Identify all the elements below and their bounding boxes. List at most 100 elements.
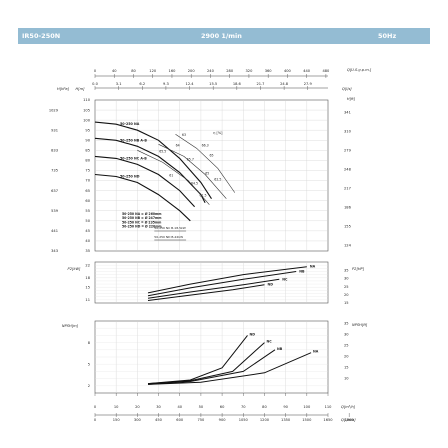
head-ft-tick: 310: [344, 129, 352, 133]
head-kpa-tick: 637: [51, 189, 58, 193]
ls-tick-label: 18.6: [233, 82, 242, 86]
head-m-tick: 55: [85, 209, 90, 213]
head-m-tick: 35: [85, 249, 90, 253]
efficiency-label: 62.5: [214, 178, 221, 182]
head-curve-label: 50-250 NC A-B: [120, 156, 147, 160]
lmin-tick-label: 900: [219, 418, 227, 422]
npsh-curve-label: ND: [250, 332, 256, 336]
bottom-tick-label: 60: [220, 405, 225, 409]
npsh-m-tick: 2: [88, 384, 90, 388]
power-kw-tick: 15: [85, 285, 90, 289]
npsh-ft-tick: 10: [344, 376, 349, 380]
efficiency-contour: [175, 133, 236, 193]
efficiency-label: 66.3: [202, 143, 209, 147]
bottom-tick-label: 80: [262, 405, 267, 409]
power-hp-tick: 15: [344, 301, 349, 305]
efficiency-contour: [137, 150, 210, 205]
head-m-tick: 95: [85, 128, 90, 132]
bottom-tick-label: 0: [94, 405, 97, 409]
head-frame: [94, 99, 329, 252]
npsh-curve-label: NA: [313, 350, 319, 354]
npsh-ft-tick: 15: [344, 365, 349, 369]
efficiency-label: 64: [176, 143, 180, 147]
power-kw-tick: 11: [85, 298, 90, 302]
npsh-curve-nc: [147, 342, 265, 385]
head-m-tick: 75: [85, 169, 90, 173]
power-curve-label: NB: [299, 269, 305, 273]
impeller-legend-item: 50-250 ND = Ø 220mm: [122, 224, 162, 229]
bottom-tick-label: 50: [199, 405, 204, 409]
power-hp-label: P2[HP]: [352, 267, 365, 271]
lmin-axis-label: Q[l/min]: [341, 418, 356, 422]
bottom-tick-label: 40: [177, 405, 182, 409]
head-ft-tick: 248: [344, 167, 352, 171]
bottom-tick-label: 20: [135, 405, 140, 409]
top-tick-label: 360: [265, 69, 273, 73]
ls-tick-label: 21.7: [256, 82, 264, 86]
power-kw-tick: 18: [85, 276, 90, 280]
head-m-tick: 105: [83, 108, 90, 112]
head-m-label: H[m]: [75, 87, 85, 91]
top-tick-label: 120: [149, 69, 157, 73]
ls-tick-label: 24.8: [280, 82, 289, 86]
npsh-ft-tick: 25: [344, 344, 349, 348]
head-m-tick: 45: [85, 229, 90, 233]
impeller-legend-item: 50-250 NB = Ø 247mm: [122, 215, 161, 220]
head-kpa-tick: 735: [51, 169, 58, 173]
head-m-tick: 110: [83, 98, 91, 102]
power-hp-tick: 20: [344, 293, 349, 297]
head-m-tick: 70: [85, 179, 90, 183]
power-hp-tick: 30: [344, 277, 349, 281]
efficiency-label: 61.5: [199, 194, 206, 198]
lmin-tick-label: 1650: [323, 418, 333, 422]
efficiency-label: 65.7: [187, 157, 194, 161]
top-tick-label: 320: [246, 69, 254, 73]
top-tick-label: 80: [131, 69, 136, 73]
head-m-tick: 85: [85, 149, 90, 153]
top-tick-label: 200: [188, 69, 196, 73]
head-ft-label: H[ft]: [347, 97, 356, 101]
npsh-m-tick: 5: [88, 362, 90, 366]
top-tick-label: 40: [112, 69, 117, 73]
top-tick-label: 400: [284, 69, 292, 73]
speed-label: 2900 1/min: [201, 32, 242, 40]
lmin-tick-label: 1200: [260, 418, 270, 422]
power-curve-nb: [147, 271, 297, 297]
head-ft-tick: 186: [344, 206, 352, 210]
power-hp-tick: 25: [344, 285, 349, 289]
power-curve-label: NC: [282, 277, 288, 281]
ls-tick-label: 3.1: [116, 82, 122, 86]
power-kw-label: P2[kW]: [68, 267, 81, 271]
power-hp-tick: 35: [344, 268, 349, 272]
lmin-tick-label: 1350: [281, 418, 291, 422]
top-tick-label: 440: [303, 69, 311, 73]
mark-label: 50-250 NC B-18,5kW: [154, 226, 185, 230]
lmin-tick-label: 0: [94, 418, 97, 422]
lmin-tick-label: 300: [134, 418, 142, 422]
efficiency-label: 64.5: [191, 182, 198, 186]
power-curve-label: NA: [310, 265, 316, 269]
bottom-tick-label: 10: [114, 405, 119, 409]
ls-tick-label: 27.9: [304, 82, 313, 86]
lmin-tick-label: 750: [197, 418, 205, 422]
power-curve-nc: [147, 278, 280, 299]
head-curve-50-250-na: [94, 121, 212, 200]
ls-tick-label: 12.4: [186, 82, 195, 86]
lmin-tick-label: 600: [176, 418, 184, 422]
head-ft-tick: 279: [344, 148, 352, 152]
ls-tick-label: 6.2: [139, 82, 145, 86]
head-curve-label: 50-250 NB A-B: [120, 138, 147, 142]
head-m-tick: 60: [85, 199, 90, 203]
head-ft-tick: 217: [344, 187, 351, 191]
power-kw-tick: 22: [85, 263, 90, 267]
bottom-tick-label: 90: [283, 405, 288, 409]
npsh-curve-label: NC: [266, 340, 272, 344]
head-kpa-tick: 343: [51, 249, 58, 253]
efficiency-label: 65: [209, 153, 213, 157]
head-curve-label: 50-250 NA: [120, 122, 140, 126]
power-frame: [94, 261, 329, 304]
head-curve-50-250-nc-a-b: [94, 155, 196, 208]
npsh-curve-label: NB: [277, 347, 283, 351]
head-kpa-label: H[kPa]: [57, 87, 70, 91]
efficiency-label: 63: [182, 133, 186, 137]
